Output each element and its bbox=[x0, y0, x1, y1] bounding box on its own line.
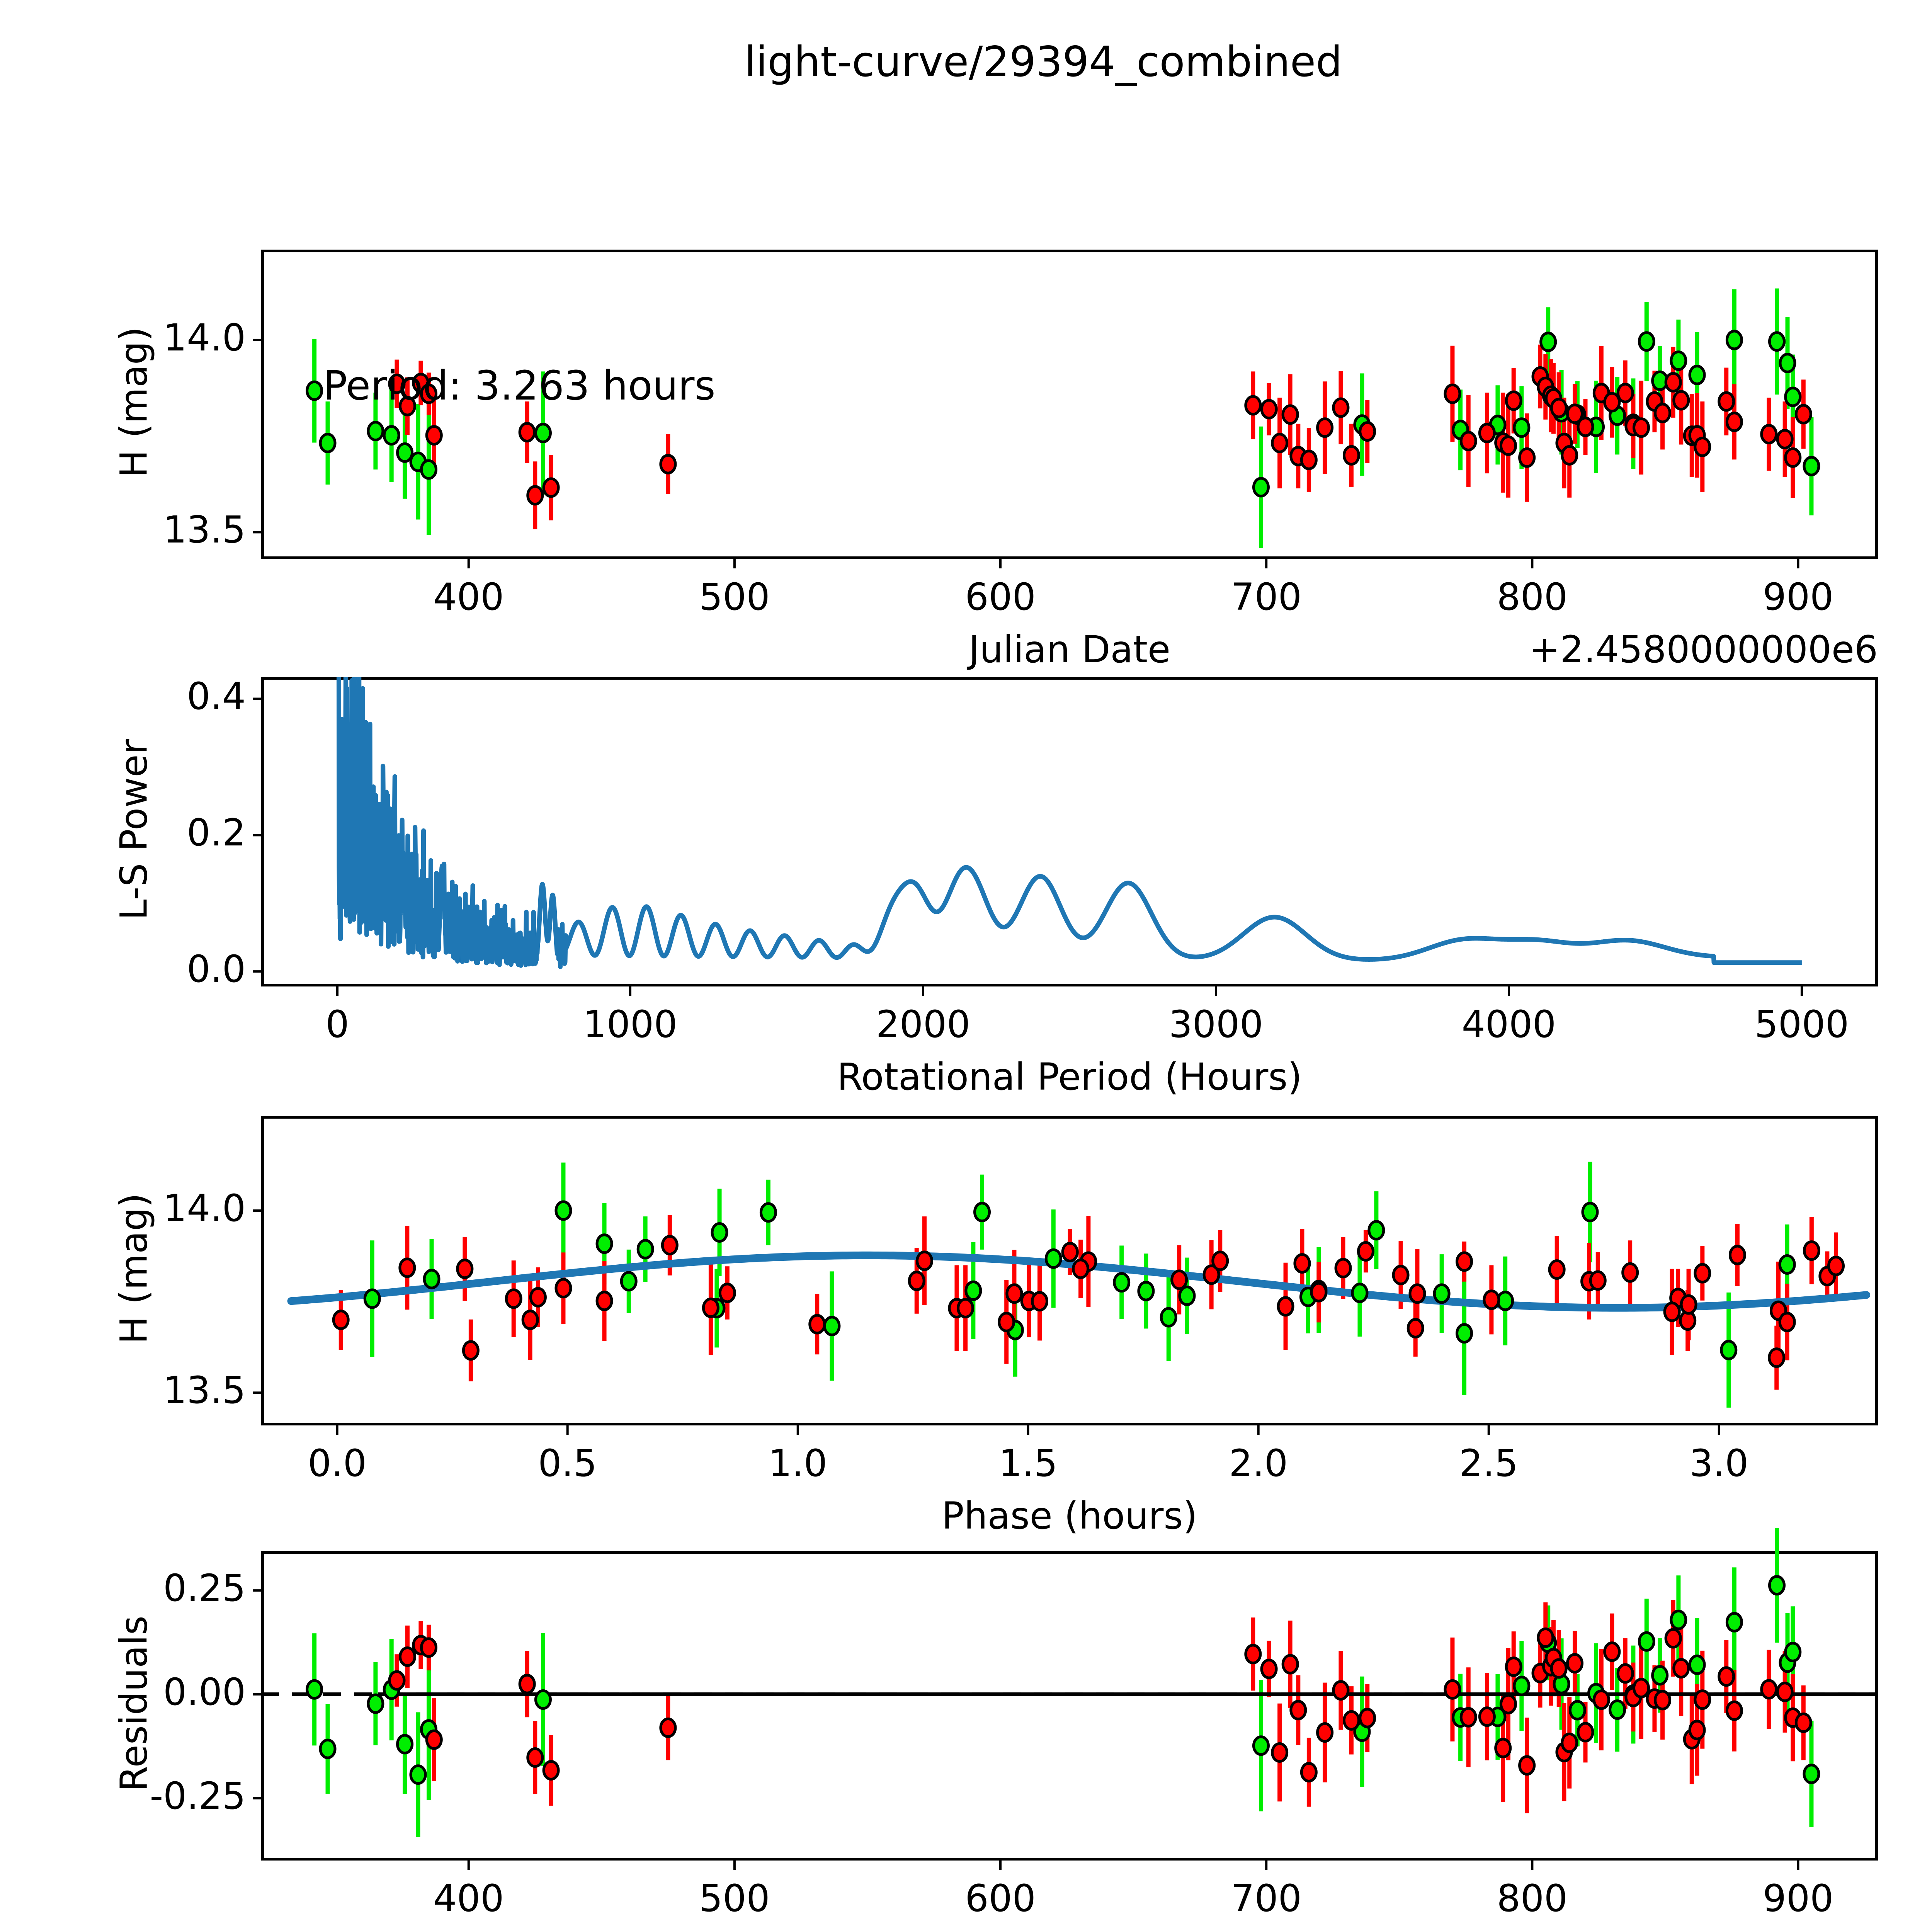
axes-residuals bbox=[261, 1551, 1878, 1861]
xtick-label: 600 bbox=[965, 1877, 1036, 1920]
xtick-label: 800 bbox=[1497, 575, 1568, 619]
xtick-label: 0.0 bbox=[308, 1442, 367, 1485]
ytick-label: 0.2 bbox=[187, 811, 246, 855]
ylabel-lightcurve: H (mag) bbox=[112, 327, 155, 478]
xtick-label: 400 bbox=[433, 575, 504, 619]
ytick-label: 0.4 bbox=[187, 675, 246, 718]
xtick-label: 2000 bbox=[876, 1003, 971, 1046]
xlabel-phasefold: Phase (hours) bbox=[942, 1494, 1197, 1537]
ytick-label: 14.0 bbox=[163, 1187, 246, 1230]
xtick-label: 2.5 bbox=[1459, 1442, 1519, 1485]
ytick-label: 0.0 bbox=[187, 947, 246, 991]
xtick-label: 1.0 bbox=[768, 1442, 828, 1485]
xtick-label: 1000 bbox=[583, 1003, 678, 1046]
xtick-label: 900 bbox=[1762, 575, 1834, 619]
xtick-label: 4000 bbox=[1461, 1003, 1556, 1046]
xtick-label: 400 bbox=[433, 1877, 504, 1920]
xtick-label: 0 bbox=[325, 1003, 349, 1046]
xlabel-lightcurve: Julian Date bbox=[968, 628, 1171, 671]
xtick-label: 600 bbox=[965, 575, 1036, 619]
xtick-label: 900 bbox=[1762, 1877, 1834, 1920]
xtick-label: 0.5 bbox=[538, 1442, 597, 1485]
figure-title: light-curve/29394_combined bbox=[744, 38, 1342, 86]
ytick-label: 0.00 bbox=[163, 1670, 246, 1714]
xtick-label: 5000 bbox=[1754, 1003, 1849, 1046]
ytick-label: 13.5 bbox=[163, 508, 246, 552]
xlabel-residuals: Julian Date bbox=[261, 1929, 1878, 1932]
ylabel-phasefold: H (mag) bbox=[112, 1193, 155, 1344]
ytick-label: -0.25 bbox=[150, 1774, 246, 1818]
xtick-label: 1.5 bbox=[998, 1442, 1058, 1485]
xtick-label: 700 bbox=[1231, 1877, 1302, 1920]
ylabel-residuals: Residuals bbox=[112, 1615, 155, 1792]
xaxis-offset-text: +2.4580000000e6 bbox=[1529, 628, 1878, 671]
xtick-label: 3.0 bbox=[1689, 1442, 1749, 1485]
ytick-label: 13.5 bbox=[163, 1369, 246, 1412]
xtick-label: 500 bbox=[699, 575, 770, 619]
xtick-label: 800 bbox=[1497, 1877, 1568, 1920]
xtick-label: 3000 bbox=[1168, 1003, 1264, 1046]
xtick-label: 2.0 bbox=[1229, 1442, 1288, 1485]
xlabel-periodogram: Rotational Period (Hours) bbox=[837, 1055, 1302, 1099]
ytick-label: 0.25 bbox=[163, 1566, 246, 1610]
xaxis-offset-text: +2.4580000000e6 bbox=[1298, 1929, 1878, 1932]
xtick-label: 700 bbox=[1231, 575, 1302, 619]
period-annotation: Period: 3.263 hours bbox=[323, 362, 716, 410]
ylabel-periodogram: L-S Power bbox=[112, 739, 155, 920]
xtick-label: 500 bbox=[699, 1877, 770, 1920]
ytick-label: 14.0 bbox=[163, 316, 246, 359]
